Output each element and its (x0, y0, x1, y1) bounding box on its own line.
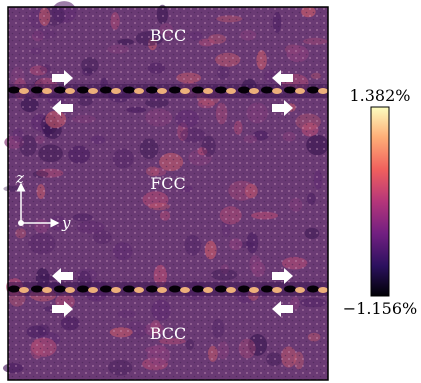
interface-spot-dark (284, 86, 296, 94)
interface-spot-bright (19, 88, 29, 94)
strain-map: BCC FCC BCC z y (3, 1, 329, 381)
interface-spot-bright (42, 287, 52, 293)
interface-spot-bright (88, 88, 98, 94)
interface-spot-bright (157, 88, 167, 94)
arrow-left-icon (52, 100, 73, 116)
interface-spot-dark (238, 86, 250, 94)
interface-spot-dark (215, 285, 227, 293)
interface-spot-bright (111, 287, 121, 293)
shear-arrows (52, 70, 293, 317)
interface-spot-dark (100, 285, 112, 293)
interface-spot-bright (42, 88, 52, 94)
interface-spot-dark (146, 86, 158, 94)
interface-spot-bright (65, 287, 75, 293)
interface-spot-bright (134, 88, 144, 94)
interface-spot-dark (123, 86, 135, 94)
colorbar-gradient (370, 106, 390, 297)
interface-spot-dark (146, 285, 158, 293)
interface-spot-bright (19, 287, 29, 293)
interface-spot-dark (31, 86, 43, 94)
colorbar: 1.382% −1.156% (343, 86, 417, 318)
interface-spot-dark (8, 285, 20, 293)
interface-spot-dark (192, 285, 204, 293)
atom-lattice (8, 7, 328, 380)
interface-spot-dark (100, 86, 112, 94)
map-frame (7, 6, 329, 381)
arrow-right-icon (272, 268, 293, 284)
interface-spot-bright (157, 287, 167, 293)
axis-label-z: z (15, 169, 24, 187)
interface-spot-dark (169, 285, 181, 293)
interface-spot-bright (111, 88, 121, 94)
interface-spot-bright (272, 88, 282, 94)
interface-spot-dark (77, 86, 89, 94)
coordinate-axes: z y (15, 169, 71, 232)
interface-spot-bright (65, 88, 75, 94)
lower-interface (8, 282, 328, 296)
interface-spot-bright (226, 88, 236, 94)
colorbar-max-label: 1.382% (349, 86, 410, 105)
interface-spot-dark (31, 285, 43, 293)
arrow-right-icon (52, 301, 73, 317)
interface-spot-dark (54, 86, 66, 94)
axis-label-y: y (61, 214, 71, 232)
region-label-top: BCC (150, 26, 187, 45)
interface-spot-bright (203, 287, 213, 293)
arrow-left-icon (272, 70, 293, 86)
arrow-left-icon (272, 301, 293, 317)
arrow-right-icon (52, 70, 73, 86)
arrow-left-icon (52, 268, 73, 284)
interface-spot-bright (226, 287, 236, 293)
interface-spot-dark (261, 86, 273, 94)
interface-spot-bright (180, 88, 190, 94)
interface-spot-dark (307, 285, 319, 293)
upper-interface (8, 84, 328, 98)
interface-spot-dark (307, 86, 319, 94)
interface-spot-dark (54, 285, 66, 293)
interface-spot-bright (272, 287, 282, 293)
interface-spot-bright (295, 287, 305, 293)
region-label-middle: FCC (150, 174, 186, 193)
arrow-right-icon (272, 100, 293, 116)
interface-spot-bright (88, 287, 98, 293)
colorbar-min-label: −1.156% (343, 299, 417, 318)
interface-spot-dark (238, 285, 250, 293)
interface-spot-dark (284, 285, 296, 293)
interface-spot-dark (123, 285, 135, 293)
interface-spot-bright (318, 88, 328, 94)
interface-spot-dark (77, 285, 89, 293)
interface-spot-dark (215, 86, 227, 94)
interface-spot-bright (134, 287, 144, 293)
interface-spot-dark (261, 285, 273, 293)
region-label-bottom: BCC (150, 324, 187, 343)
interface-spot-bright (180, 287, 190, 293)
interface-spot-bright (249, 287, 259, 293)
interface-spot-bright (295, 88, 305, 94)
interface-spot-dark (8, 86, 20, 94)
interface-spot-bright (318, 287, 328, 293)
interface-spot-bright (249, 88, 259, 94)
interface-spot-bright (203, 88, 213, 94)
interface-spot-dark (169, 86, 181, 94)
interface-spot-dark (192, 86, 204, 94)
